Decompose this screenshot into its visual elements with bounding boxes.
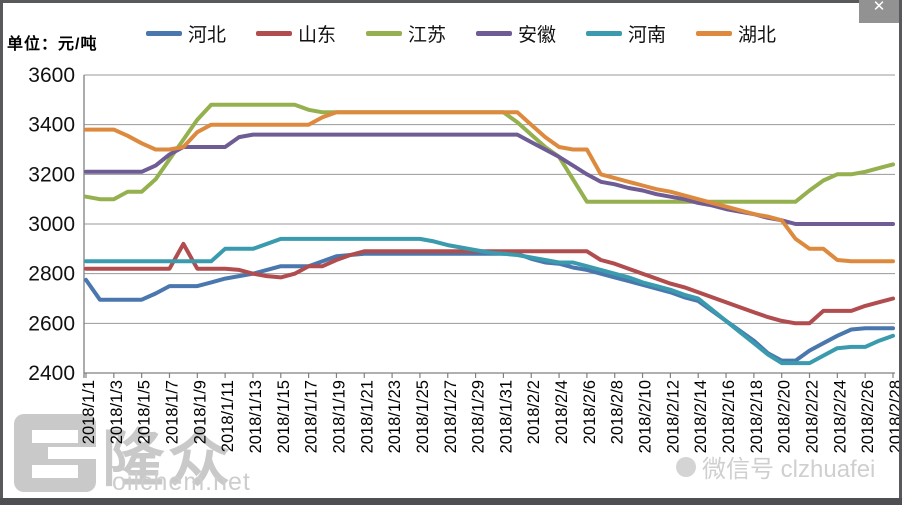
x-tick-label: 2018/1/13 (247, 380, 265, 453)
x-tick-label: 2018/2/20 (776, 380, 794, 453)
window-border-bottom (0, 498, 902, 505)
legend-line-swatch (255, 30, 292, 36)
legend-label: 江苏 (407, 24, 446, 46)
wechat-logo-icon (676, 456, 696, 477)
legend-line-swatch (145, 30, 182, 36)
x-tick-label: 2018/2/14 (692, 380, 710, 453)
y-axis-unit-label: 单位：元/吨 (7, 36, 98, 53)
x-tick-label: 2018/2/8 (609, 380, 627, 444)
window-border-right (899, 0, 902, 505)
y-tick-label: 2800 (28, 263, 75, 286)
close-icon: ✕ (872, 0, 886, 15)
x-tick-label: 2018/2/6 (581, 380, 599, 444)
y-tick-label: 2400 (28, 362, 75, 385)
series-line-henan (84, 236, 895, 366)
y-tick-label: 3200 (28, 163, 75, 186)
legend-line-swatch (365, 30, 402, 36)
y-tick-label: 3000 (28, 213, 75, 236)
x-tick-label: 2018/2/18 (748, 380, 766, 453)
legend-label: 山东 (297, 24, 336, 46)
x-tick-label: 2018/2/16 (720, 380, 738, 453)
x-tick-label: 2018/2/4 (553, 380, 571, 444)
legend-line-swatch (476, 30, 512, 36)
legend-line-swatch (696, 30, 733, 36)
x-tick-label: 2018/2/22 (804, 380, 822, 453)
x-tick-label: 2018/1/29 (470, 380, 488, 453)
x-tick-label: 2018/1/21 (358, 380, 376, 453)
x-tick-label: 2018/2/2 (525, 380, 543, 444)
legend-item-henan: 河南 (586, 20, 666, 47)
legend-item-hebei: 河北 (145, 20, 226, 47)
watermark-site: oilchem.net (112, 468, 251, 496)
series-line-hebei (84, 251, 895, 363)
x-tick-label: 2018/1/19 (330, 380, 348, 453)
window-border-top (0, 0, 902, 3)
y-tick-label: 2600 (28, 312, 75, 335)
x-tick-label: 2018/1/27 (442, 380, 460, 453)
x-tick-label: 2018/1/31 (497, 380, 515, 453)
x-tick-label: 2018/2/10 (637, 380, 655, 453)
series-line-shandong (84, 241, 895, 326)
series-line-jiangsu (84, 102, 895, 204)
y-tick-label: 3400 (28, 114, 75, 137)
x-tick-label: 2018/1/23 (386, 380, 404, 453)
legend-line-swatch (586, 30, 623, 36)
x-tick-label: 2018/1/17 (303, 380, 321, 453)
chart-legend: 河北 山东 江苏 安徽 河南 湖北 (60, 20, 862, 46)
x-tick-label: 2018/1/25 (414, 380, 432, 453)
window-border-left (0, 0, 3, 505)
x-tick-label: 2018/2/24 (831, 380, 849, 453)
y-tick-label: 3600 (28, 64, 75, 87)
x-tick-label: 2018/2/12 (664, 380, 682, 453)
legend-item-hubei: 湖北 (696, 20, 776, 47)
legend-item-jiangsu: 江苏 (365, 20, 446, 47)
x-tick-label: 2018/1/15 (275, 380, 293, 453)
x-tick-label: 2018/2/26 (859, 380, 877, 453)
oilchem-logo-icon (14, 414, 96, 492)
watermark-wechat: 微信号 clzhuafei (676, 449, 875, 484)
series-line-hubei (84, 110, 895, 264)
close-button[interactable]: ✕ (859, 0, 899, 23)
legend-item-anhui: 安徽 (476, 20, 556, 47)
legend-item-shandong: 山东 (255, 20, 336, 47)
legend-label: 河北 (187, 24, 226, 46)
legend-label: 安徽 (518, 24, 557, 46)
watermark-wechat-text: 微信号 clzhuafei (702, 456, 876, 483)
series-line-anhui (84, 132, 895, 226)
legend-label: 河南 (628, 24, 667, 46)
legend-label: 湖北 (738, 24, 777, 46)
watermark-brand: 隆众 (102, 425, 235, 494)
